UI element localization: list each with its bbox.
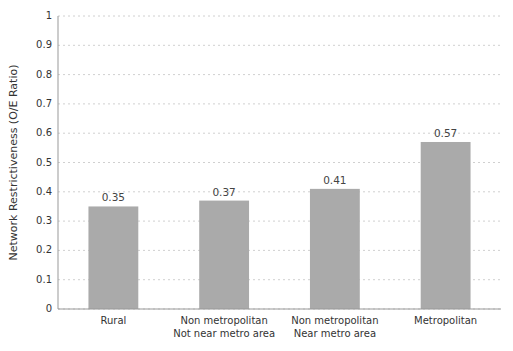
y-tick-label: 0.9 xyxy=(36,39,52,50)
bar xyxy=(199,201,249,309)
chart-container: 0 0.1 0.2 0.3 0.4 0.5 0.6 0.7 0.8 0.9 1 0.35 0.37 0.4… xyxy=(0,0,513,351)
x-ticks: Rural Non metropolitanNot near metro area… xyxy=(100,315,477,339)
y-tick-label: 0.5 xyxy=(36,157,52,168)
x-tick-label: Rural xyxy=(100,315,126,326)
x-tick-label: Non metropolitanNear metro area xyxy=(291,315,378,339)
grid-line xyxy=(58,74,501,75)
bar xyxy=(88,206,138,309)
grid-line xyxy=(58,16,501,17)
y-axis-line xyxy=(58,16,59,309)
chart: 0 0.1 0.2 0.3 0.4 0.5 0.6 0.7 0.8 0.9 1 0.35 0.37 0.4… xyxy=(0,0,513,351)
bar xyxy=(421,142,471,309)
data-label: 0.37 xyxy=(212,186,235,198)
grid-line xyxy=(58,45,501,46)
y-tick-label: 0.2 xyxy=(36,244,52,255)
y-tick-label: 0.1 xyxy=(36,274,52,285)
y-tick-label: 0.8 xyxy=(36,69,52,80)
grid-line xyxy=(58,309,501,310)
bars xyxy=(88,142,470,309)
data-label: 0.57 xyxy=(434,127,457,139)
grid xyxy=(58,16,501,309)
grid-line xyxy=(58,103,501,104)
y-tick-label: 0 xyxy=(46,303,52,314)
y-tick-label: 0.3 xyxy=(36,215,52,226)
y-ticks: 0 0.1 0.2 0.3 0.4 0.5 0.6 0.7 0.8 0.9 1 xyxy=(36,10,52,314)
data-label: 0.35 xyxy=(102,191,125,203)
x-tick-label: Non metropolitanNot near metro area xyxy=(173,315,275,339)
y-tick-label: 0.4 xyxy=(36,186,52,197)
data-labels: 0.35 0.37 0.41 0.57 xyxy=(102,127,458,203)
x-tick-label: Metropolitan xyxy=(414,315,477,326)
bar xyxy=(310,189,360,309)
y-tick-label: 0.6 xyxy=(36,127,52,138)
data-label: 0.41 xyxy=(323,174,346,186)
y-tick-label: 1 xyxy=(46,10,52,21)
y-axis-label: Network Restrictiveness (O/E Ratio) xyxy=(7,65,20,261)
y-tick-label: 0.7 xyxy=(36,98,52,109)
x-axis-line xyxy=(58,309,501,310)
